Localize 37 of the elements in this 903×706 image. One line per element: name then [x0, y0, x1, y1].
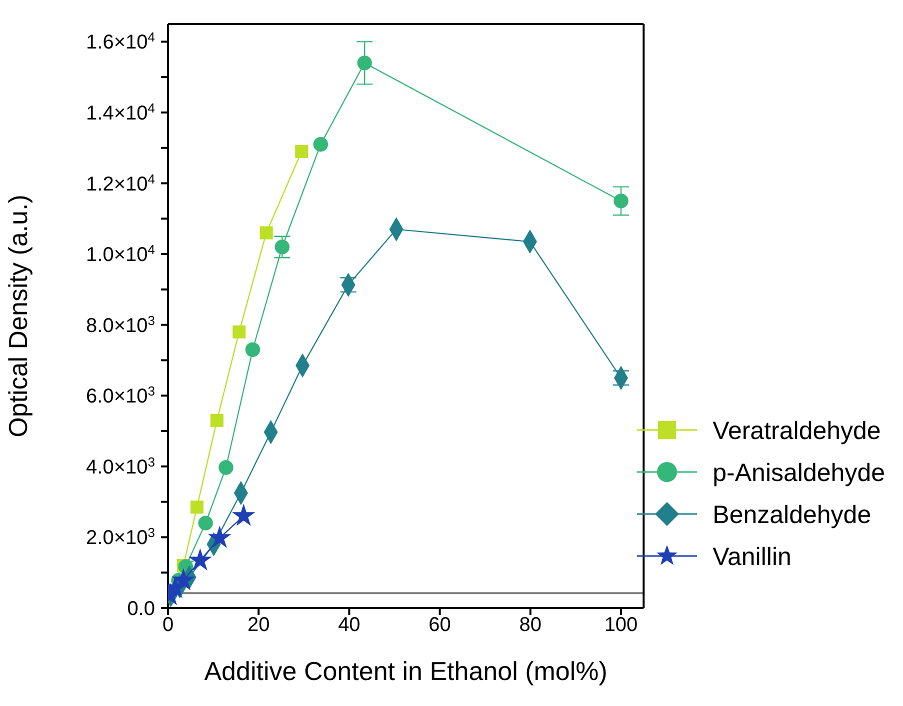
point [232, 504, 256, 526]
y-tick-label: 1.6×10$^{4}$ [86, 29, 155, 54]
x-tick-label: 20 [247, 614, 270, 636]
y-tick-label: 1.0×10$^{4}$ [86, 242, 155, 266]
point [208, 526, 232, 548]
legend-label: Benzaldehyde [712, 500, 872, 531]
point [295, 144, 308, 158]
x-tick-label: 0 [162, 614, 174, 636]
point [198, 516, 213, 530]
x-tick-label: 40 [338, 614, 360, 636]
x-tick-label: 60 [428, 614, 451, 636]
y-tick-label: 1.4×10$^{4}$ [86, 100, 155, 124]
y-tick-label: 8.0×10$^{3}$ [86, 312, 155, 337]
y-tick-label: 4.0×10$^{3}$ [86, 454, 155, 478]
point [210, 414, 224, 427]
point [260, 226, 273, 240]
x-tick-label: 80 [519, 614, 542, 636]
legend-label: Veratraldehyde [712, 416, 881, 447]
point [218, 460, 234, 475]
legend-label: Vanillin [712, 542, 792, 573]
y-tick-label: 6.0×10$^{3}$ [86, 383, 155, 408]
point [274, 240, 290, 254]
point [188, 548, 212, 571]
point [357, 56, 372, 70]
y-axis-title: Optical Density (a.u.) [3, 194, 34, 438]
x-axis-title: Additive Content in Ethanol (mol%) [204, 656, 608, 686]
y-tick-label: 1.2×10$^{4}$ [86, 170, 155, 196]
point [232, 325, 246, 338]
point [190, 500, 204, 514]
point [245, 342, 260, 357]
y-tick-label: 0.0 [127, 598, 155, 620]
point [614, 194, 628, 208]
point [172, 568, 196, 590]
legend-label: p-Anisaldehyde [712, 458, 885, 489]
y-tick-label: 2.0×10$^{3}$ [86, 524, 155, 550]
point [313, 137, 328, 152]
x-tick-label: 100 [604, 614, 638, 636]
